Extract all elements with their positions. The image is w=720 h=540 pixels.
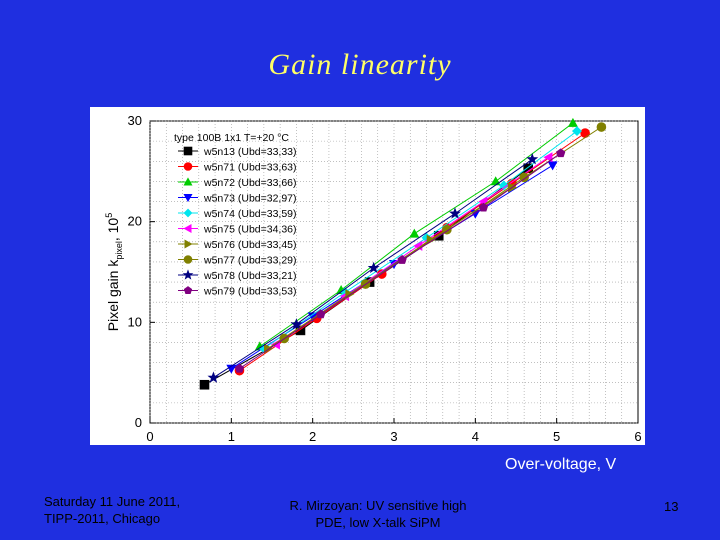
legend-marker-6 bbox=[183, 223, 192, 234]
footer-author-line2: PDE, low X-talk SiPM bbox=[315, 515, 441, 530]
legend-label-3: w5n72 (Ubd=33,66) bbox=[203, 177, 297, 189]
legend-label-5: w5n74 (Ubd=33,59) bbox=[203, 208, 297, 220]
legend-marker-7 bbox=[184, 239, 193, 249]
footer-author: R. Mirzoyan: UV sensitive high PDE, low … bbox=[268, 497, 488, 531]
data-point-series-10 bbox=[397, 255, 407, 264]
legend-marker-9 bbox=[182, 269, 194, 280]
x-tick-label: 2 bbox=[309, 429, 316, 444]
x-tick-label: 4 bbox=[472, 429, 479, 444]
data-point-series-8 bbox=[596, 122, 607, 132]
page-number: 13 bbox=[664, 499, 679, 514]
legend-label-6: w5n75 (Ubd=34,36) bbox=[203, 224, 297, 236]
data-point-series-10 bbox=[556, 148, 566, 158]
data-point-series-2 bbox=[580, 128, 590, 138]
data-point-series-1 bbox=[199, 379, 210, 390]
data-point-series-9 bbox=[526, 152, 539, 165]
x-tick-label: 6 bbox=[634, 429, 641, 444]
legend-label-7: w5n76 (Ubd=33,45) bbox=[203, 239, 297, 251]
data-point-series-10 bbox=[478, 202, 489, 212]
data-point-series-8 bbox=[519, 172, 529, 183]
legend-label-1: w5n13 (Ubd=33,33) bbox=[203, 146, 297, 158]
legend-marker-2 bbox=[183, 162, 193, 171]
legend-label-8: w5n77 (Ubd=33,29) bbox=[203, 255, 297, 267]
y-tick-label: 0 bbox=[135, 415, 142, 430]
legend-title: type 100B 1x1 T=+20 °C bbox=[174, 132, 289, 144]
data-point-series-5 bbox=[498, 180, 509, 191]
x-tick-label: 0 bbox=[146, 429, 153, 444]
legend-marker-4 bbox=[183, 194, 193, 203]
y-axis-label: Pixel gain kpixel, 105 bbox=[104, 213, 124, 331]
legend-marker-5 bbox=[183, 208, 193, 218]
data-point-series-4 bbox=[547, 161, 558, 171]
x-tick-label: 3 bbox=[390, 429, 397, 444]
data-point-series-3 bbox=[567, 117, 578, 127]
legend-label-10: w5n79 (Ubd=33,53) bbox=[203, 286, 297, 298]
data-point-series-9 bbox=[290, 318, 303, 330]
legend-label-9: w5n78 (Ubd=33,21) bbox=[203, 270, 297, 282]
legend-marker-8 bbox=[183, 255, 193, 264]
data-point-series-6 bbox=[543, 152, 553, 163]
y-tick-label: 10 bbox=[128, 314, 142, 329]
footer-date: Saturday 11 June 2011, TIPP-2011, Chicag… bbox=[44, 493, 180, 527]
x-tick-label: 5 bbox=[553, 429, 560, 444]
slide-title: Gain linearity bbox=[268, 48, 452, 81]
chart-panel: 0 1 2 3 4 5 6 0 10 20 30 Pixel gain kpixel, 105 type… bbox=[90, 107, 645, 445]
data-point-series-10 bbox=[234, 363, 245, 373]
x-axis-label: Over-voltage, V bbox=[505, 456, 617, 473]
legend-marker-1 bbox=[183, 146, 193, 156]
data-point-series-5 bbox=[572, 126, 582, 136]
data-point-series-9 bbox=[367, 261, 380, 274]
data-point-series-10 bbox=[316, 309, 326, 319]
legend-label-4: w5n73 (Ubd=32,97) bbox=[203, 193, 297, 205]
gain-linearity-chart: 0 1 2 3 4 5 6 0 10 20 30 Pixel gain kpixel, 105 type… bbox=[104, 113, 642, 444]
data-point-series-9 bbox=[207, 371, 220, 383]
footer-author-line1: R. Mirzoyan: UV sensitive high bbox=[289, 498, 467, 513]
legend-label-2: w5n71 (Ubd=33,63) bbox=[203, 162, 297, 174]
data-point-series-8 bbox=[442, 224, 452, 235]
footer-date-line2: TIPP-2011, Chicago bbox=[44, 511, 161, 526]
legend-marker-3 bbox=[183, 177, 193, 186]
x-tick-label: 1 bbox=[228, 429, 235, 444]
data-point-series-9 bbox=[449, 207, 461, 219]
y-tick-label: 30 bbox=[128, 113, 142, 128]
y-tick-label: 20 bbox=[128, 214, 142, 229]
footer-date-line1: Saturday 11 June 2011, bbox=[44, 494, 181, 509]
legend-marker-10 bbox=[183, 286, 193, 295]
data-point-series-3 bbox=[409, 228, 420, 238]
